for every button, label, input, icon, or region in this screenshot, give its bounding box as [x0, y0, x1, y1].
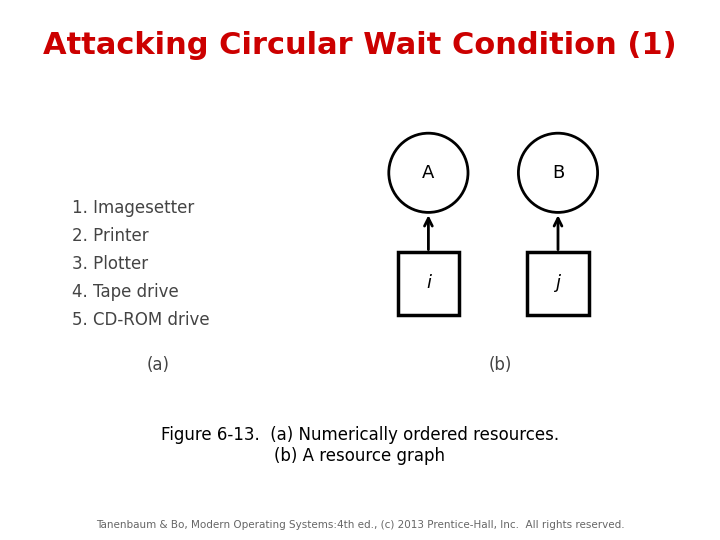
- Text: (b): (b): [489, 355, 512, 374]
- Text: 4. Tape drive: 4. Tape drive: [72, 283, 179, 301]
- Text: i: i: [426, 274, 431, 293]
- Text: Figure 6-13.  (a) Numerically ordered resources.: Figure 6-13. (a) Numerically ordered res…: [161, 426, 559, 444]
- FancyBboxPatch shape: [397, 252, 459, 314]
- Text: j: j: [556, 274, 560, 293]
- Text: Attacking Circular Wait Condition (1): Attacking Circular Wait Condition (1): [43, 31, 677, 60]
- Text: (b) A resource graph: (b) A resource graph: [274, 447, 446, 465]
- Text: Tanenbaum & Bo, Modern Operating Systems:4th ed., (c) 2013 Prentice-Hall, Inc.  : Tanenbaum & Bo, Modern Operating Systems…: [96, 520, 624, 530]
- Text: B: B: [552, 164, 564, 182]
- Text: A: A: [422, 164, 435, 182]
- FancyBboxPatch shape: [527, 252, 589, 314]
- Text: 3. Plotter: 3. Plotter: [72, 255, 148, 273]
- Text: 1. Imagesetter: 1. Imagesetter: [72, 199, 194, 217]
- Ellipse shape: [518, 133, 598, 212]
- Text: 2. Printer: 2. Printer: [72, 227, 148, 245]
- Text: (a): (a): [147, 355, 170, 374]
- Text: 5. CD-ROM drive: 5. CD-ROM drive: [72, 311, 210, 329]
- Ellipse shape: [389, 133, 468, 212]
